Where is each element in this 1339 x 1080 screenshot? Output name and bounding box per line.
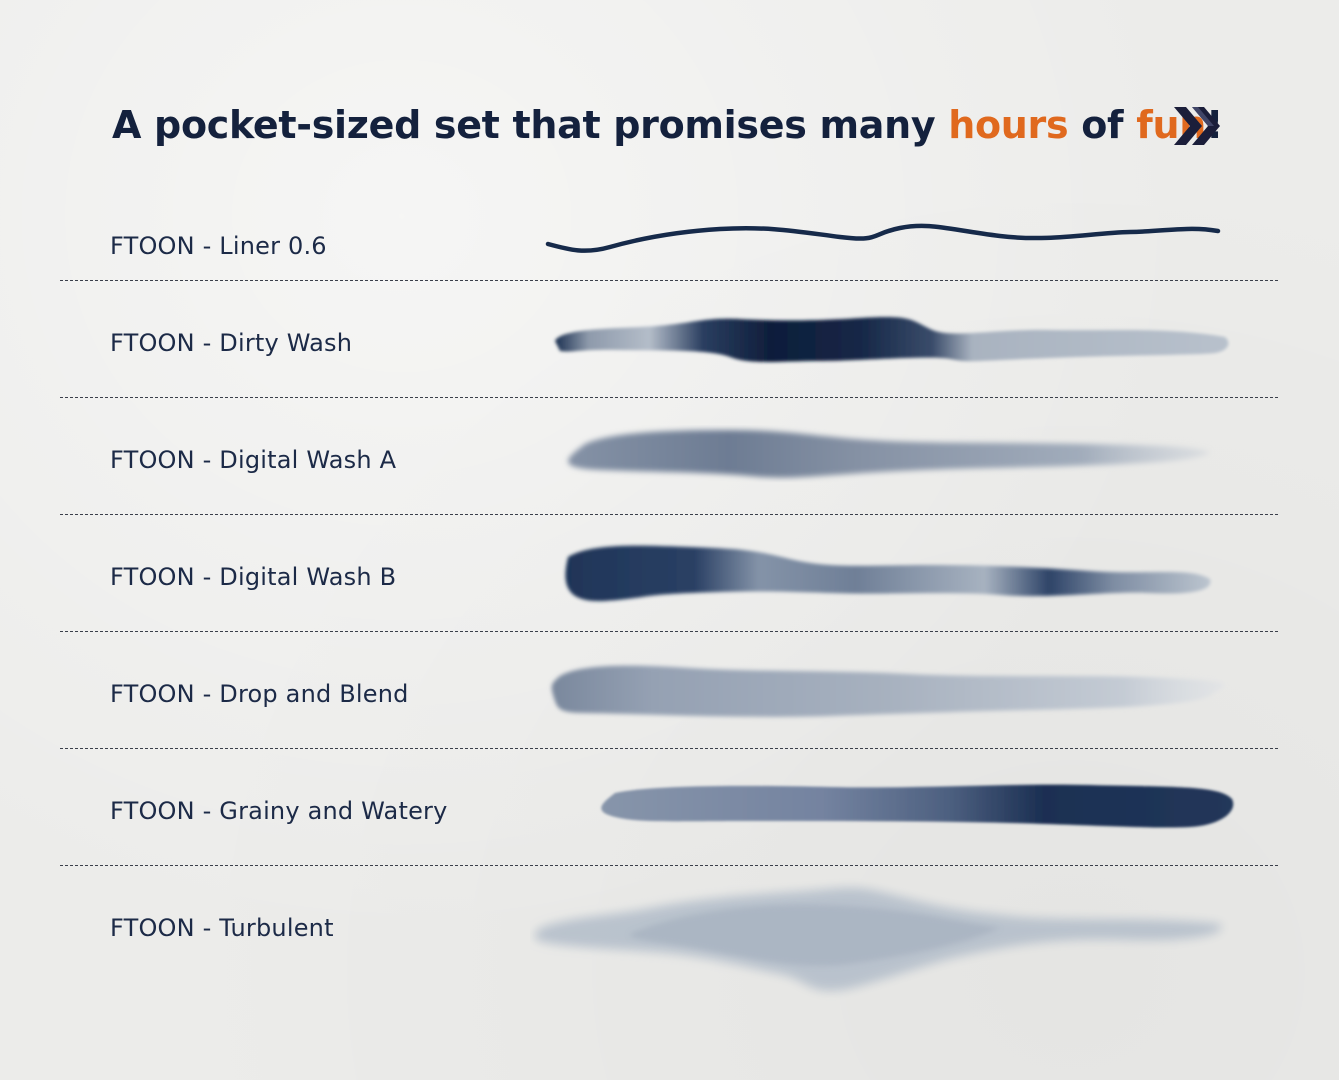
brush-stroke-liner (545, 223, 1221, 253)
brush-name: FTOON - Turbulent (110, 914, 334, 942)
brush-stroke-drop-and-blend (551, 665, 1224, 717)
brush-name: FTOON - Dirty Wash (110, 329, 353, 357)
headline-accent-hours: hours (948, 103, 1069, 147)
brush-stroke-grainy-and-watery (601, 784, 1234, 828)
headline-part2: of (1068, 103, 1137, 147)
row-divider (60, 280, 1278, 281)
headline-part1: A pocket-sized set that promises many (112, 103, 949, 147)
brush-name: FTOON - Liner 0.6 (110, 232, 327, 260)
row-divider (60, 514, 1278, 515)
double-chevron-right-icon[interactable] (1170, 103, 1226, 149)
brush-stroke-digital-wash-b (565, 545, 1211, 602)
row-divider (60, 631, 1278, 632)
brush-row-dirty-wash[interactable]: FTOON - Dirty Wash (0, 313, 1339, 373)
brush-row-drop-and-blend[interactable]: FTOON - Drop and Blend (0, 664, 1339, 724)
brush-row-turbulent[interactable]: FTOON - Turbulent (0, 887, 1339, 991)
brush-row-grainy-and-watery[interactable]: FTOON - Grainy and Watery (0, 781, 1339, 841)
brush-name: FTOON - Digital Wash B (110, 563, 397, 591)
brush-name: FTOON - Digital Wash A (110, 446, 397, 474)
row-divider (60, 748, 1278, 749)
brush-row-digital-wash-b[interactable]: FTOON - Digital Wash B (0, 545, 1339, 607)
row-divider (60, 397, 1278, 398)
brush-stroke-dirty-wash (555, 317, 1229, 362)
page-title: A pocket-sized set that promises many ho… (112, 98, 1223, 152)
brush-stroke-turbulent (534, 887, 1222, 991)
brush-stroke-digital-wash-a (568, 430, 1210, 478)
brush-row-digital-wash-a[interactable]: FTOON - Digital Wash A (0, 430, 1339, 490)
brush-name: FTOON - Drop and Blend (110, 680, 409, 708)
row-divider (60, 865, 1278, 866)
brush-row-liner[interactable]: FTOON - Liner 0.6 (0, 216, 1339, 276)
brush-name: FTOON - Grainy and Watery (110, 797, 448, 825)
